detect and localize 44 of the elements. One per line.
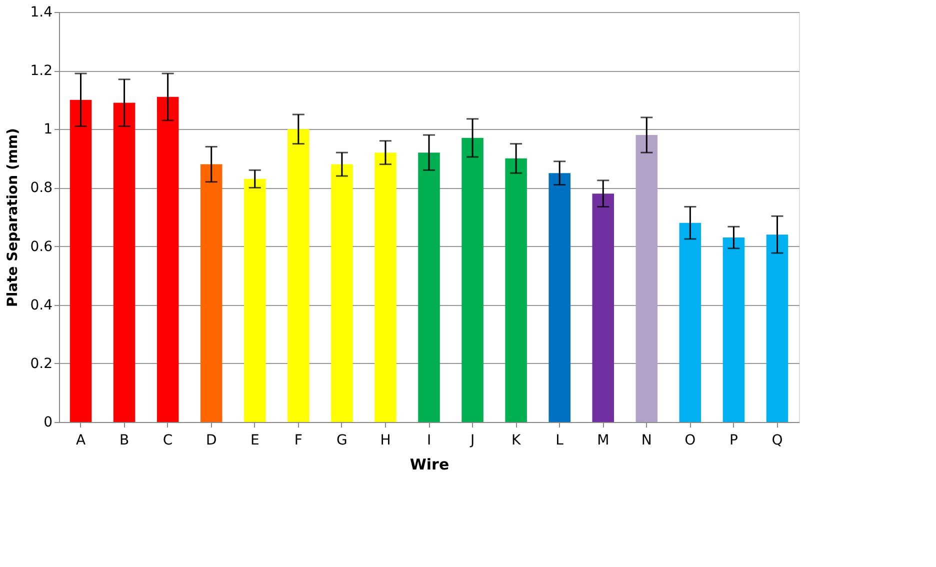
y-tick-label: 1.4 [30,4,53,20]
bar [505,158,527,422]
bar [766,234,788,422]
y-tick-label: 0.6 [30,238,53,255]
bar [331,164,353,422]
bar [200,164,222,422]
x-tick-label: D [206,432,217,448]
x-tick-label: L [556,432,564,448]
x-tick-label: P [729,432,738,448]
x-tick-label: B [119,432,130,448]
y-tick-label: 0 [44,414,52,430]
x-tick-label: A [76,432,86,448]
bar [679,222,702,422]
x-tick-label: N [641,432,652,448]
x-tick-label: I [426,432,432,448]
bar [636,135,658,422]
x-tick-label: F [294,432,302,448]
x-tick-label: H [380,432,391,448]
x-tick-label: C [162,432,173,448]
bar [156,96,179,422]
x-tick-label: M [597,432,610,448]
x-tick-label: O [684,432,696,448]
bar [244,178,266,422]
bar [113,102,136,422]
x-tick-label: K [511,432,522,448]
bar [374,152,396,422]
y-tick-label: 1.2 [30,63,52,80]
bar [70,100,92,422]
bar [418,152,440,422]
bar [722,238,745,422]
x-tick-label: G [336,432,348,448]
bar [462,138,484,422]
y-tick-label: 0.8 [30,180,52,196]
bar [592,194,614,422]
x-axis-title: Wire [410,456,450,474]
y-tick-label: 0.4 [30,297,53,314]
x-tick-label: Q [772,432,783,448]
y-tick-label: 1 [44,122,52,138]
bar [548,173,570,422]
bar [288,129,310,422]
x-tick-label: E [250,432,260,448]
x-tick-label: J [469,432,475,448]
y-tick-label: 0.2 [30,356,52,372]
y-axis-title: Plate Separation (mm) [5,128,22,307]
